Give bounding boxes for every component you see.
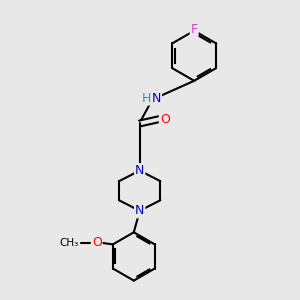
Text: N: N [152, 92, 161, 105]
Text: N: N [135, 204, 144, 217]
Text: O: O [92, 236, 102, 249]
Text: CH₃: CH₃ [59, 238, 78, 248]
Text: N: N [135, 164, 144, 177]
Text: O: O [160, 112, 170, 126]
Text: F: F [190, 23, 198, 36]
Text: H: H [142, 92, 152, 105]
